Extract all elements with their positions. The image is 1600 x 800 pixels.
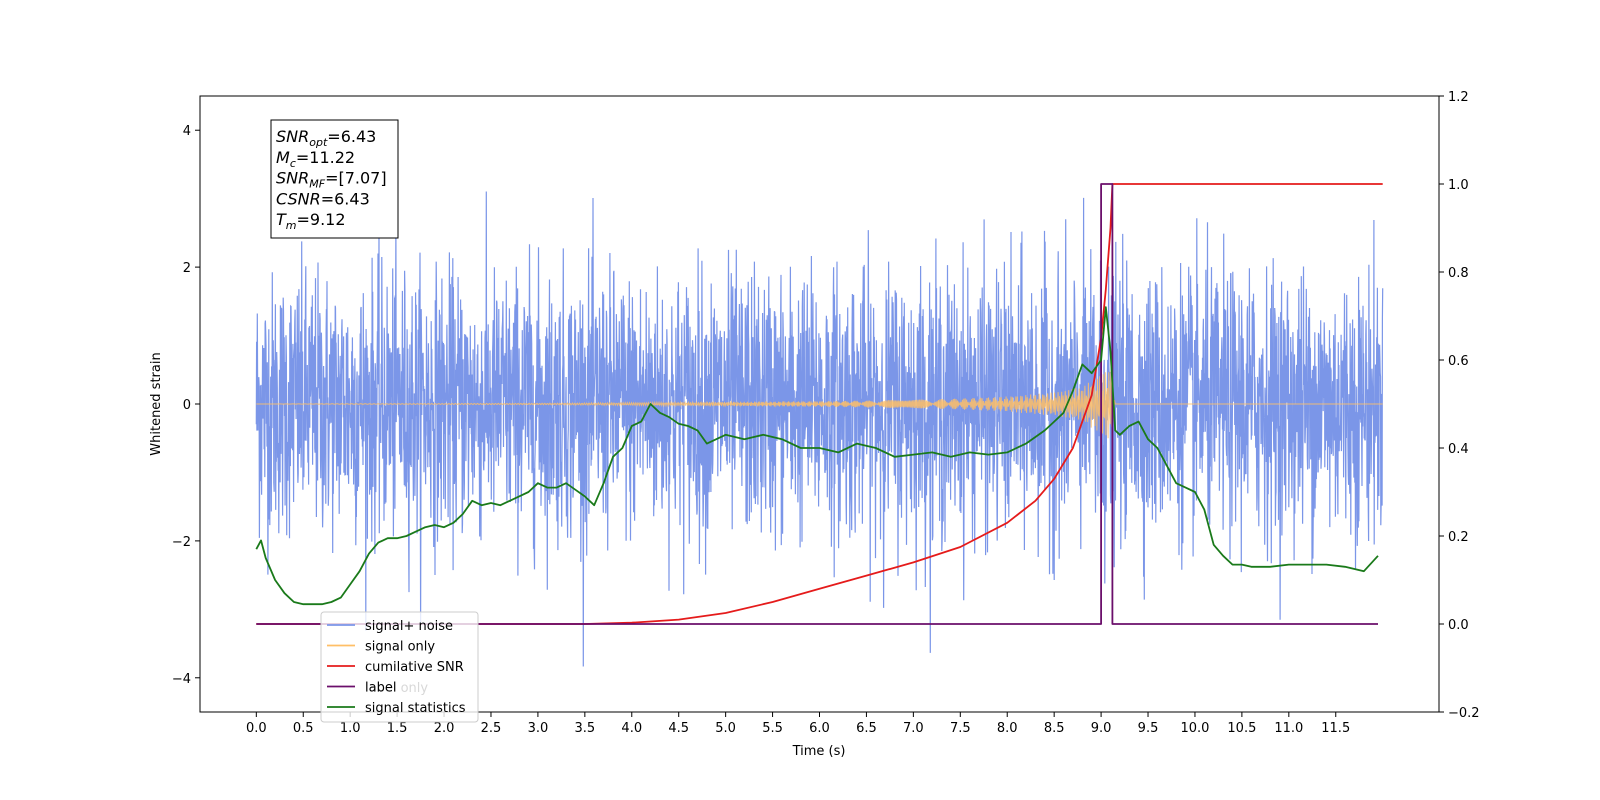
x-tick-label: 11.5 [1321,721,1350,736]
x-tick-label: 1.5 [387,721,408,736]
signal-only-line [256,370,1383,439]
x-tick-label: 3.0 [528,721,549,736]
legend-item: label [365,681,396,696]
annotation-line: SNRMF=[7.07] [276,169,387,191]
annotation-line: Tm=9.12 [276,210,346,232]
x-tick-label: 3.5 [574,721,595,736]
y-tick-label: −4 [172,672,191,687]
x-tick-label: 6.0 [809,721,830,736]
cumulative-snr-line [256,183,1383,625]
y-axis-left: −4 −2 0 2 4 [172,124,200,687]
y-right-tick-label: 1.0 [1448,178,1469,193]
y-axis-title: Whitened strain [149,352,164,455]
cumulative-snr-series [256,183,1383,625]
x-tick-label: 1.0 [340,721,361,736]
y-right-tick-label: 0.0 [1448,618,1469,633]
x-tick-label: 9.5 [1138,721,1159,736]
x-tick-label: 7.5 [950,721,971,736]
y-axis-right: −0.2 0.0 0.2 0.4 0.6 0.8 1.0 1.2 [1439,90,1480,721]
y-tick-label: 2 [183,261,191,276]
x-axis: 0.0 0.5 1.0 1.5 2.0 2.5 3.0 3.5 4.0 4.5 5.0 5.5 6.0 6… [246,712,1350,736]
plot-area [255,183,1384,667]
x-tick-label: 10.0 [1180,721,1209,736]
signal-noise-series [255,191,1384,667]
x-tick-label: 2.5 [481,721,502,736]
signal-only-series [256,370,1383,439]
x-tick-label: 9.0 [1091,721,1112,736]
annotation-line: Mc=11.22 [276,148,355,170]
label-line [256,183,1378,625]
x-tick-label: 0.0 [246,721,267,736]
x-tick-label: 2.0 [434,721,455,736]
x-tick-label: 11.0 [1274,721,1303,736]
y-tick-label: 0 [183,398,191,413]
y-right-tick-label: −0.2 [1448,706,1480,721]
y-right-tick-label: 0.6 [1448,354,1469,369]
legend: label only signal+ noise signal only cumil… [320,611,479,723]
y-tick-label: 4 [183,124,191,139]
x-tick-label: 0.5 [293,721,314,736]
x-tick-label: 7.0 [903,721,924,736]
label-series [256,183,1378,625]
stats-annotation-box: SNRopt=6.43Mc=11.22SNRMF=[7.07]CSNR=6.43… [270,119,399,239]
x-tick-label: 4.0 [621,721,642,736]
y-right-tick-label: 1.2 [1448,90,1469,105]
annotation-line: SNRopt=6.43 [276,127,376,149]
x-tick-label: 8.5 [1044,721,1065,736]
x-axis-title: Time (s) [792,744,846,759]
x-tick-label: 4.5 [668,721,689,736]
x-tick-label: 5.0 [715,721,736,736]
legend-item: signal+ noise [365,619,453,634]
legend-item: signal statistics [365,701,466,716]
x-tick-label: 8.0 [997,721,1018,736]
hidden-legend-text: label only [365,681,428,696]
y-tick-label: −2 [172,535,191,550]
signal-statistics-line [255,306,1379,606]
annotation-line: CSNR=6.43 [276,189,370,208]
x-tick-label: 10.5 [1227,721,1256,736]
legend-item: cumilative SNR [365,660,464,675]
y-right-tick-label: 0.4 [1448,442,1469,457]
signal-statistics-series [255,306,1379,606]
legend-item: signal only [365,640,435,655]
signal-noise-line [255,191,1384,667]
y-right-tick-label: 0.8 [1448,266,1469,281]
y-right-tick-label: 0.2 [1448,530,1469,545]
x-tick-label: 6.5 [856,721,877,736]
x-tick-label: 5.5 [762,721,783,736]
